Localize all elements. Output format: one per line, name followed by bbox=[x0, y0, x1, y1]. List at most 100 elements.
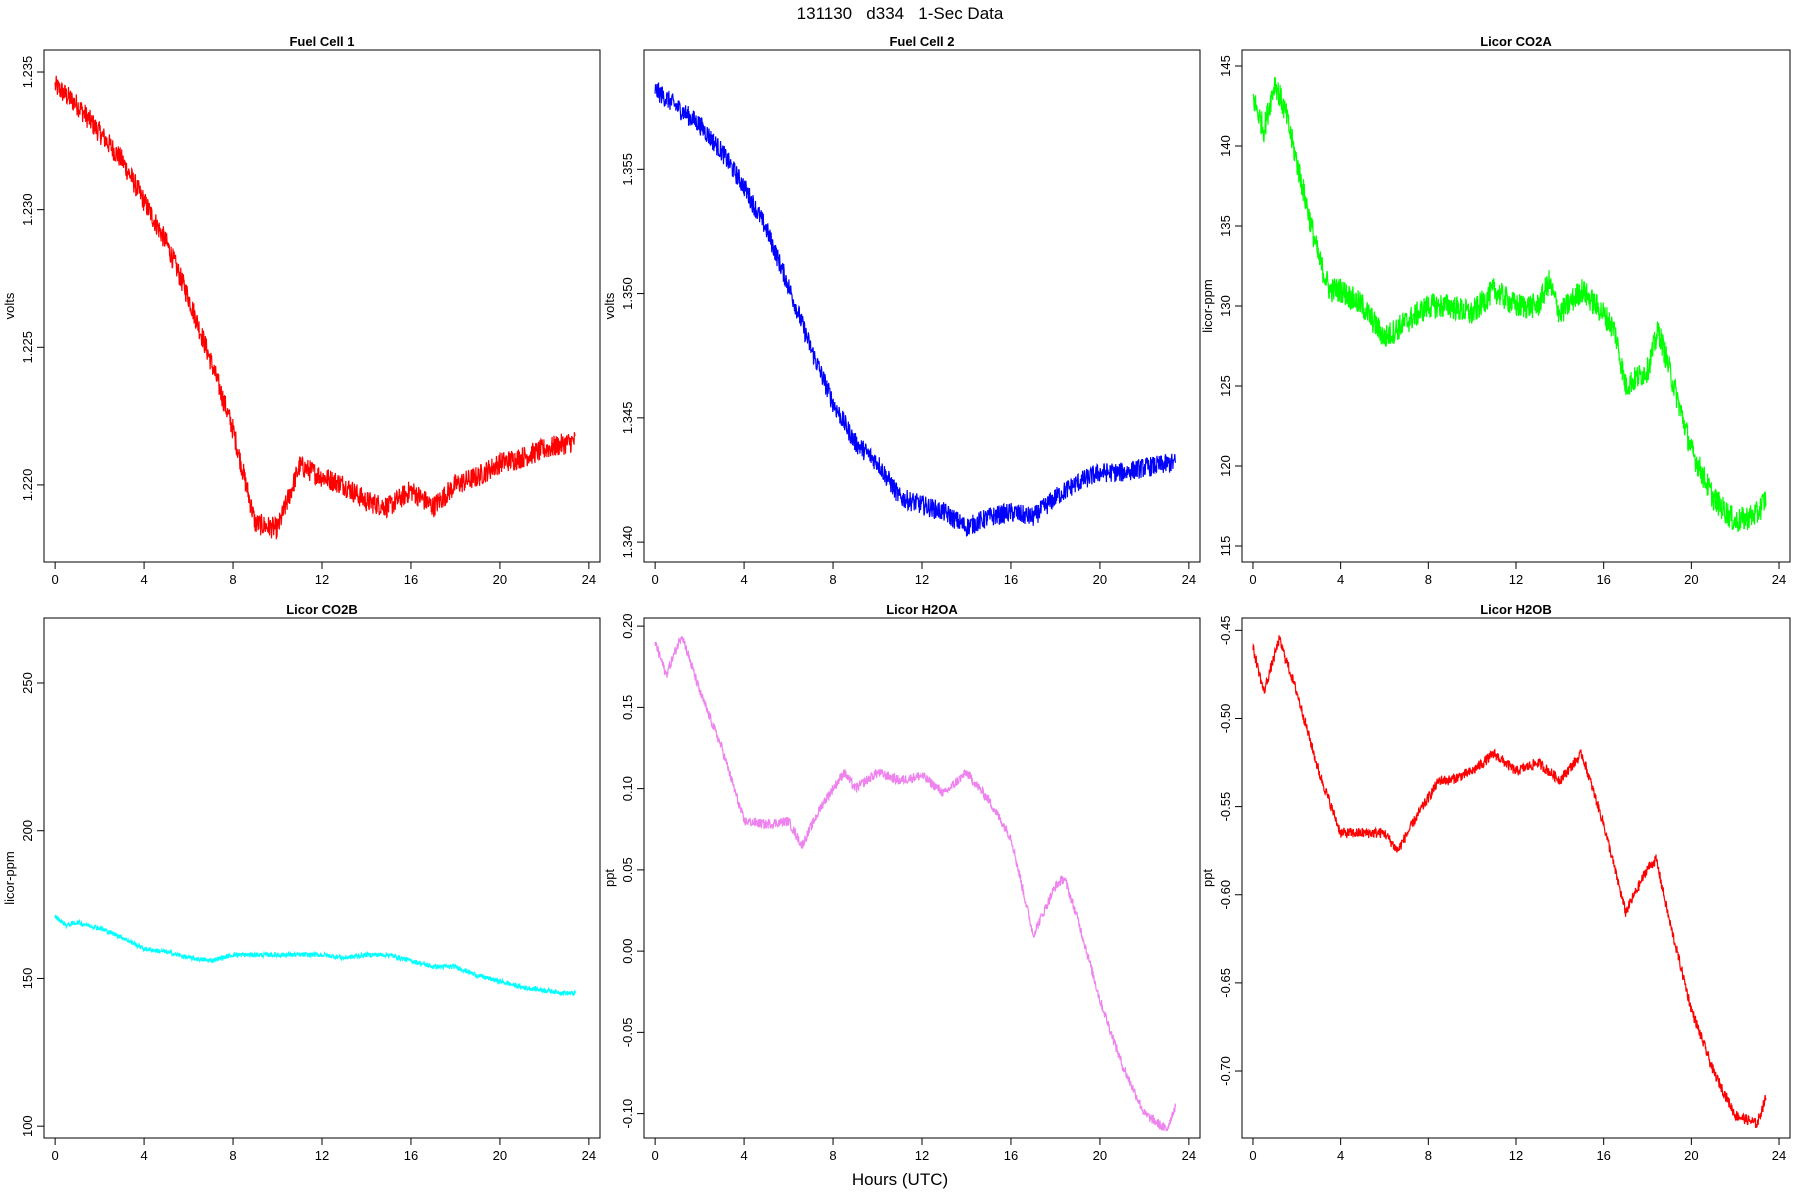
x-tick-label: 4 bbox=[1337, 572, 1344, 587]
y-tick-label: 140 bbox=[1218, 135, 1233, 157]
x-tick-label: 20 bbox=[493, 572, 507, 587]
y-tick-label: 150 bbox=[20, 968, 35, 990]
panel-title: Licor CO2A bbox=[1480, 34, 1552, 49]
y-tick-label: 1.235 bbox=[20, 56, 35, 89]
x-tick-label: 0 bbox=[652, 1148, 659, 1163]
x-tick-label: 4 bbox=[740, 572, 747, 587]
x-tick-label: 16 bbox=[404, 1148, 418, 1163]
y-tick-label: 1.345 bbox=[620, 402, 635, 435]
x-tick-label: 24 bbox=[582, 572, 596, 587]
y-tick-label: 115 bbox=[1218, 536, 1233, 557]
y-tick-label: 1.350 bbox=[620, 277, 635, 310]
x-tick-label: 12 bbox=[315, 1148, 329, 1163]
x-tick-label: 12 bbox=[315, 572, 329, 587]
series-line bbox=[54, 914, 576, 997]
y-tick-label: 130 bbox=[1218, 295, 1233, 317]
y-tick-label: -0.70 bbox=[1218, 1056, 1233, 1086]
y-tick-label: 1.220 bbox=[20, 469, 35, 502]
panel-title: Licor H2OB bbox=[1480, 602, 1552, 617]
x-tick-label: 8 bbox=[1425, 572, 1432, 587]
x-tick-label: 20 bbox=[493, 1148, 507, 1163]
x-tick-label: 4 bbox=[740, 1148, 747, 1163]
y-tick-label: -0.60 bbox=[1218, 880, 1233, 910]
x-tick-label: 12 bbox=[915, 1148, 929, 1163]
y-tick-label: -0.55 bbox=[1218, 792, 1233, 822]
plot-frame bbox=[643, 49, 1201, 563]
y-tick-label: 0.20 bbox=[620, 613, 635, 638]
y-tick-label: 0.00 bbox=[620, 938, 635, 963]
x-tick-label: 12 bbox=[1509, 1148, 1523, 1163]
panel-1: Fuel Cell 1 volts 0 4 8 12 16 20 24 1.220 1.225 1.2… bbox=[2, 34, 601, 587]
y-tick-label: 200 bbox=[20, 820, 35, 842]
page-title: 131130 d334 1-Sec Data bbox=[796, 4, 1004, 23]
x-tick-label: 4 bbox=[140, 1148, 147, 1163]
y-tick-label: 0.15 bbox=[620, 695, 635, 720]
x-tick-label: 20 bbox=[1093, 1148, 1107, 1163]
y-tick-label: 1.225 bbox=[20, 331, 35, 364]
y-tick-label: 120 bbox=[1218, 455, 1233, 477]
y-tick-label: 145 bbox=[1218, 55, 1233, 77]
series-line bbox=[654, 82, 1177, 537]
y-tick-label: -0.10 bbox=[620, 1099, 635, 1129]
series-line bbox=[54, 75, 576, 540]
x-tick-label: 8 bbox=[829, 572, 836, 587]
y-tick-label: -0.50 bbox=[1218, 704, 1233, 734]
panel-4: Licor CO2B licor-ppm 0 4 8 12 16 20 24 100 150 200 2… bbox=[2, 602, 601, 1163]
x-tick-label: 24 bbox=[1772, 1148, 1786, 1163]
x-tick-label: 16 bbox=[1004, 572, 1018, 587]
panel-title: Licor H2OA bbox=[886, 602, 958, 617]
x-tick-label: 12 bbox=[1509, 572, 1523, 587]
x-tick-label: 24 bbox=[1772, 572, 1786, 587]
x-tick-label: 0 bbox=[652, 572, 659, 587]
y-tick-label: 1.230 bbox=[20, 193, 35, 226]
plot-frame bbox=[43, 617, 601, 1139]
y-axis-label: licor-ppm bbox=[2, 851, 17, 904]
y-tick-label: -0.45 bbox=[1218, 616, 1233, 646]
y-axis-label: ppt bbox=[1200, 869, 1215, 887]
panel-title: Fuel Cell 1 bbox=[289, 34, 354, 49]
plot-frame bbox=[1241, 617, 1791, 1139]
x-tick-label: 0 bbox=[52, 1148, 59, 1163]
x-tick-label: 8 bbox=[229, 572, 236, 587]
y-axis-label: licor-ppm bbox=[1200, 279, 1215, 332]
x-tick-label: 24 bbox=[582, 1148, 596, 1163]
y-axis-label: ppt bbox=[602, 869, 617, 887]
panel-title: Fuel Cell 2 bbox=[889, 34, 954, 49]
x-tick-label: 8 bbox=[829, 1148, 836, 1163]
x-tick-label: 0 bbox=[52, 572, 59, 587]
x-axis-title: Hours (UTC) bbox=[851, 1170, 949, 1189]
y-tick-label: -0.65 bbox=[1218, 968, 1233, 998]
x-tick-label: 16 bbox=[1004, 1148, 1018, 1163]
x-tick-label: 4 bbox=[1337, 1148, 1344, 1163]
panel-title: Licor CO2B bbox=[286, 602, 358, 617]
x-tick-label: 20 bbox=[1093, 572, 1107, 587]
y-tick-label: 1.340 bbox=[620, 526, 635, 559]
x-tick-label: 12 bbox=[915, 572, 929, 587]
x-tick-label: 0 bbox=[1249, 1148, 1256, 1163]
x-tick-label: 8 bbox=[229, 1148, 236, 1163]
y-tick-label: 0.10 bbox=[620, 776, 635, 801]
y-axis-label: volts bbox=[602, 292, 617, 319]
x-tick-label: 0 bbox=[1249, 572, 1256, 587]
panel-5: Licor H2OA ppt 0 4 8 12 16 20 24 -0.10 -0.05 0.00 0.… bbox=[602, 602, 1201, 1163]
y-tick-label: -0.05 bbox=[620, 1018, 635, 1048]
panel-3: Licor CO2A licor-ppm 0 4 8 12 16 20 24 115 120 125 1… bbox=[1200, 34, 1791, 587]
x-tick-label: 4 bbox=[140, 572, 147, 587]
y-tick-label: 0.05 bbox=[620, 857, 635, 882]
x-tick-label: 20 bbox=[1684, 572, 1698, 587]
panel-2: Fuel Cell 2 volts 0 4 8 12 16 20 24 1.340 1.345 1.3… bbox=[602, 34, 1201, 587]
series-line bbox=[654, 636, 1177, 1132]
x-tick-label: 16 bbox=[404, 572, 418, 587]
y-tick-label: 250 bbox=[20, 672, 35, 694]
y-tick-label: 100 bbox=[20, 1115, 35, 1137]
x-tick-label: 24 bbox=[1182, 572, 1196, 587]
x-tick-label: 24 bbox=[1182, 1148, 1196, 1163]
x-tick-label: 16 bbox=[1596, 572, 1610, 587]
x-tick-label: 16 bbox=[1596, 1148, 1610, 1163]
y-tick-label: 125 bbox=[1218, 375, 1233, 397]
panel-6: Licor H2OB ppt 0 4 8 12 16 20 24 -0.70 -0.65 -0.60 -… bbox=[1200, 602, 1791, 1163]
x-tick-label: 8 bbox=[1425, 1148, 1432, 1163]
y-tick-label: 1.355 bbox=[620, 153, 635, 186]
x-tick-label: 20 bbox=[1684, 1148, 1698, 1163]
